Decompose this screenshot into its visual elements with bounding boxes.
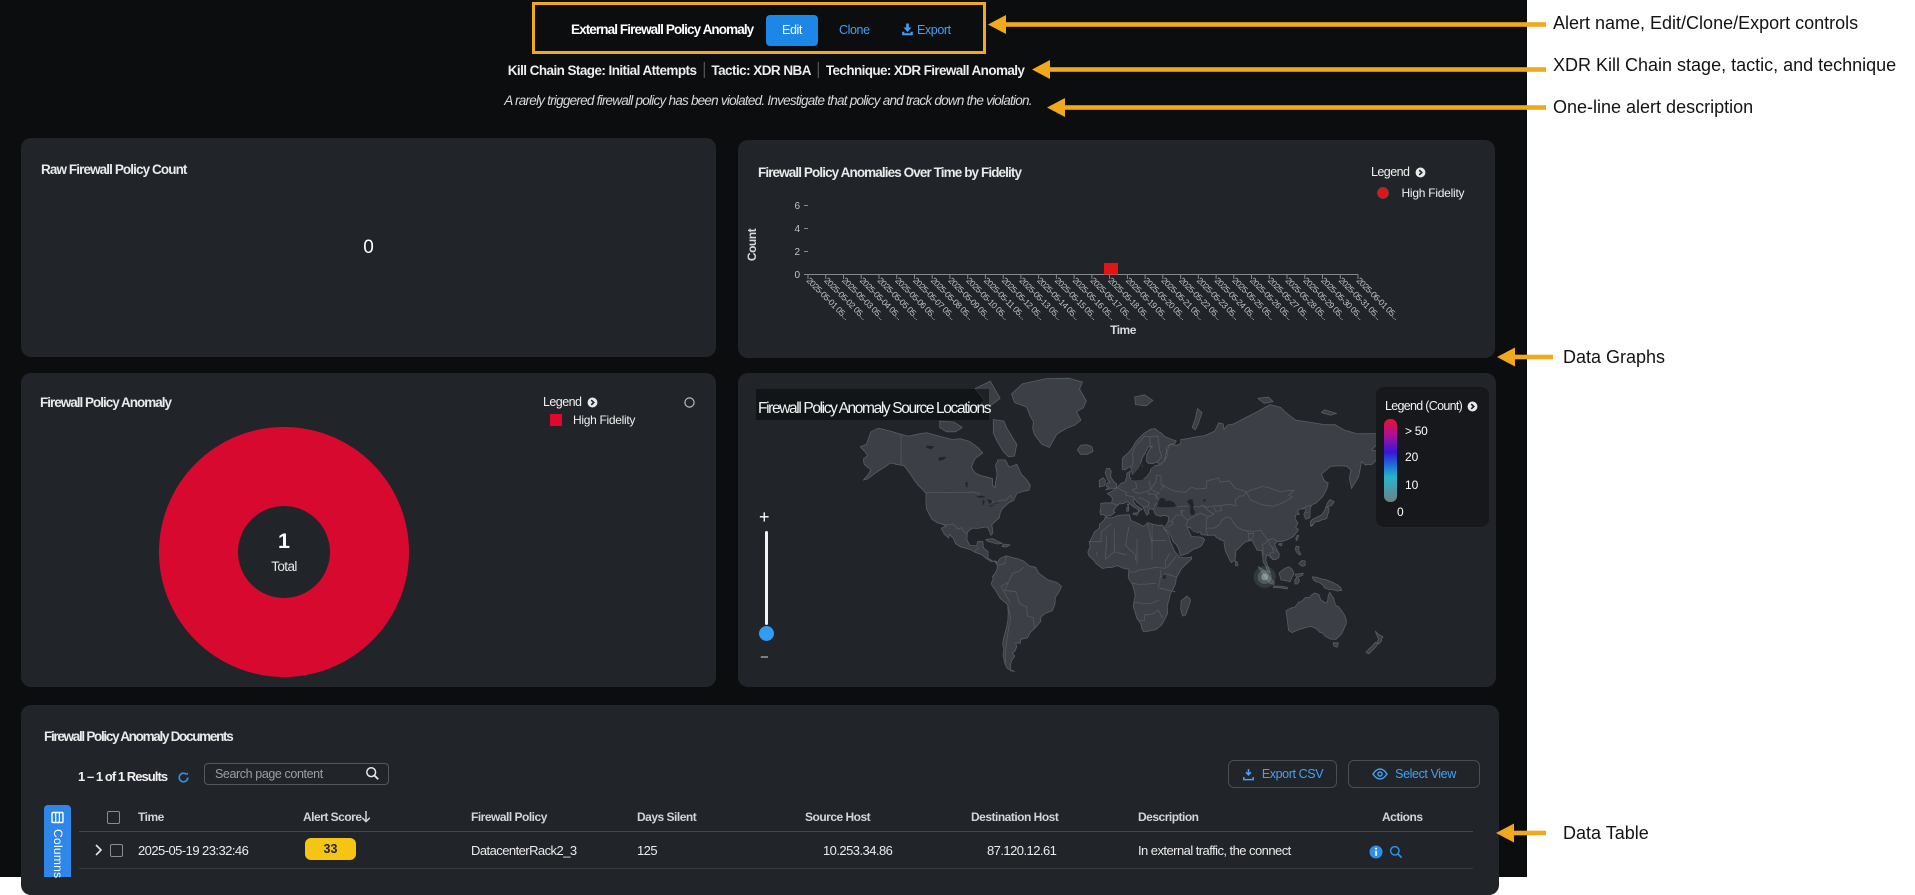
svg-text:Count: Count (745, 228, 759, 261)
svg-text:2: 2 (794, 247, 800, 258)
svg-text:High Fidelity: High Fidelity (1402, 186, 1465, 200)
svg-text:0: 0 (794, 270, 800, 281)
svg-text:4: 4 (794, 224, 800, 235)
svg-text:6: 6 (794, 201, 800, 212)
svg-text:Time: Time (1110, 323, 1137, 337)
